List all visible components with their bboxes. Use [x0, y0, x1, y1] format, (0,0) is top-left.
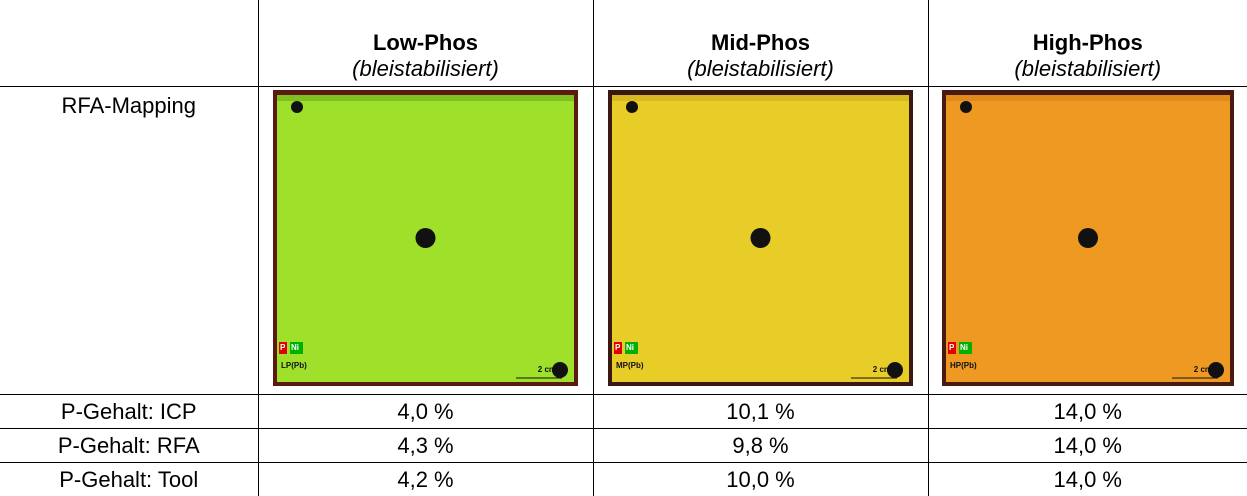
hole: [291, 101, 303, 113]
sample-label: HP(Pb): [950, 361, 977, 370]
scale-label: 2 cm: [873, 365, 891, 374]
mapping-cell: P Ni MP(Pb) 2 cm: [593, 87, 928, 395]
legend-p: P: [949, 343, 955, 352]
header-row: Low-Phos(bleistabilisiert)Mid-Phos(bleis…: [0, 0, 1247, 87]
table-body: Low-Phos(bleistabilisiert)Mid-Phos(bleis…: [0, 0, 1247, 496]
column-name: Mid-Phos: [594, 30, 928, 56]
page: Low-Phos(bleistabilisiert)Mid-Phos(bleis…: [0, 0, 1247, 488]
value-cell: 14,0 %: [928, 463, 1247, 496]
column-name: Low-Phos: [259, 30, 593, 56]
row-label: P-Gehalt: RFA: [0, 429, 258, 463]
value-cell: 4,2 %: [258, 463, 593, 496]
value-cell: 4,3 %: [258, 429, 593, 463]
map-top-band: [277, 95, 574, 101]
header-empty: [0, 0, 258, 87]
map-top-band: [612, 95, 909, 101]
value-cell: 10,0 %: [593, 463, 928, 496]
value-cell: 14,0 %: [928, 429, 1247, 463]
value-cell: 4,0 %: [258, 395, 593, 429]
mapping-cell: P Ni LP(Pb) 2 cm: [258, 87, 593, 395]
column-name: High-Phos: [929, 30, 1247, 56]
column-note: (bleistabilisiert): [594, 56, 928, 82]
rfa-map: P Ni LP(Pb) 2 cm: [273, 90, 578, 386]
row-label: P-Gehalt: ICP: [0, 395, 258, 429]
header-cell: Low-Phos(bleistabilisiert): [258, 0, 593, 87]
scale-label: 2 cm: [538, 365, 556, 374]
legend-p: P: [280, 343, 286, 352]
rfa-map: P Ni HP(Pb) 2 cm: [942, 90, 1234, 386]
rfa-map: P Ni MP(Pb) 2 cm: [608, 90, 913, 386]
row-label: RFA-Mapping: [0, 87, 258, 395]
mapping-row: RFA-Mapping P Ni LP(Pb) 2 cm P Ni MP(Pb) 2 cm P Ni…: [0, 87, 1247, 395]
hole: [1078, 228, 1098, 248]
value-cell: 9,8 %: [593, 429, 928, 463]
results-table: Low-Phos(bleistabilisiert)Mid-Phos(bleis…: [0, 0, 1247, 496]
hole: [751, 228, 771, 248]
value-cell: 10,1 %: [593, 395, 928, 429]
sample-label: LP(Pb): [281, 361, 307, 370]
header-cell: High-Phos(bleistabilisiert): [928, 0, 1247, 87]
legend-ni: Ni: [960, 343, 968, 352]
legend-p: P: [615, 343, 621, 352]
hole: [626, 101, 638, 113]
legend-ni: Ni: [291, 343, 299, 352]
header-cell: Mid-Phos(bleistabilisiert): [593, 0, 928, 87]
map-top-band: [946, 95, 1230, 101]
row-label: P-Gehalt: Tool: [0, 463, 258, 496]
hole: [416, 228, 436, 248]
value-cell: 14,0 %: [928, 395, 1247, 429]
scale-label: 2 cm: [1194, 365, 1212, 374]
sample-label: MP(Pb): [616, 361, 644, 370]
mapping-cell: P Ni HP(Pb) 2 cm: [928, 87, 1247, 395]
legend-ni: Ni: [626, 343, 634, 352]
column-note: (bleistabilisiert): [929, 56, 1247, 82]
column-note: (bleistabilisiert): [259, 56, 593, 82]
hole: [960, 101, 972, 113]
